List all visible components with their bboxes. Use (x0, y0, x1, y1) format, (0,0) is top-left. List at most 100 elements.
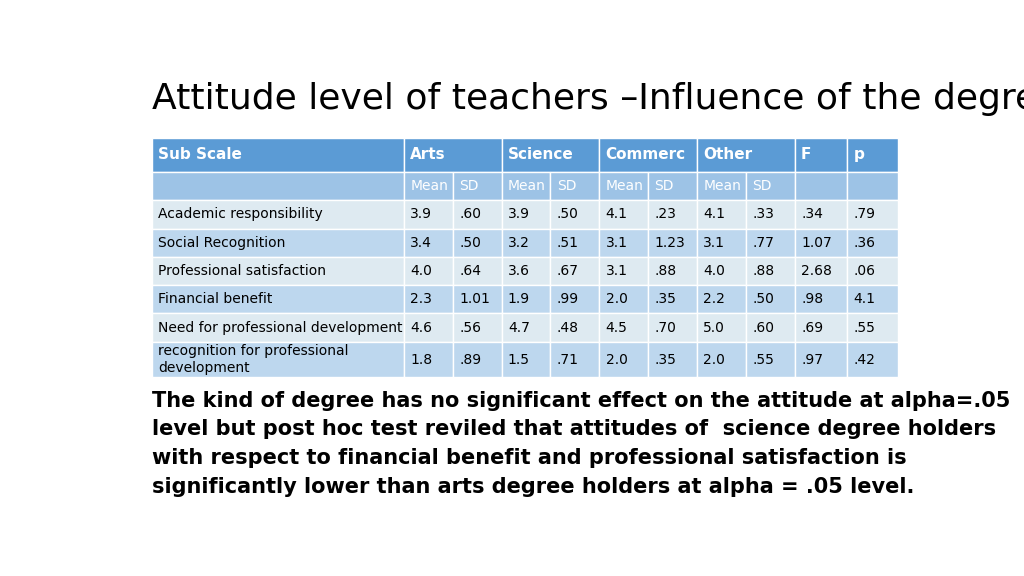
FancyBboxPatch shape (745, 285, 795, 313)
FancyBboxPatch shape (848, 200, 898, 229)
Text: .98: .98 (801, 292, 823, 306)
Text: .42: .42 (854, 353, 876, 366)
Text: 5.0: 5.0 (703, 320, 725, 335)
FancyBboxPatch shape (745, 257, 795, 285)
Text: 3.2: 3.2 (508, 236, 529, 250)
Text: Other: Other (703, 147, 753, 162)
FancyBboxPatch shape (599, 200, 648, 229)
Text: .71: .71 (557, 353, 579, 366)
FancyBboxPatch shape (648, 172, 697, 200)
FancyBboxPatch shape (648, 257, 697, 285)
FancyBboxPatch shape (502, 200, 550, 229)
FancyBboxPatch shape (745, 342, 795, 377)
Text: Professional satisfaction: Professional satisfaction (158, 264, 327, 278)
Text: 4.0: 4.0 (411, 264, 432, 278)
FancyBboxPatch shape (152, 342, 403, 377)
FancyBboxPatch shape (502, 342, 550, 377)
FancyBboxPatch shape (795, 342, 848, 377)
FancyBboxPatch shape (648, 342, 697, 377)
FancyBboxPatch shape (795, 138, 848, 172)
FancyBboxPatch shape (648, 285, 697, 313)
Text: 2.0: 2.0 (605, 353, 628, 366)
Text: 4.6: 4.6 (411, 320, 432, 335)
FancyBboxPatch shape (453, 229, 502, 257)
Text: SD: SD (459, 179, 478, 193)
FancyBboxPatch shape (745, 200, 795, 229)
Text: 3.4: 3.4 (411, 236, 432, 250)
FancyBboxPatch shape (403, 342, 453, 377)
Text: .77: .77 (753, 236, 774, 250)
Text: 1.01: 1.01 (459, 292, 489, 306)
Text: .79: .79 (854, 207, 876, 222)
FancyBboxPatch shape (648, 229, 697, 257)
Text: .88: .88 (654, 264, 677, 278)
FancyBboxPatch shape (550, 172, 599, 200)
Text: .70: .70 (654, 320, 676, 335)
Text: Social Recognition: Social Recognition (158, 236, 286, 250)
FancyBboxPatch shape (697, 257, 745, 285)
FancyBboxPatch shape (599, 313, 648, 342)
Text: .69: .69 (801, 320, 823, 335)
FancyBboxPatch shape (599, 285, 648, 313)
Text: 4.1: 4.1 (605, 207, 628, 222)
FancyBboxPatch shape (403, 229, 453, 257)
FancyBboxPatch shape (403, 313, 453, 342)
Text: .34: .34 (801, 207, 823, 222)
FancyBboxPatch shape (745, 172, 795, 200)
FancyBboxPatch shape (403, 257, 453, 285)
Text: Academic responsibility: Academic responsibility (158, 207, 323, 222)
Text: .06: .06 (854, 264, 876, 278)
Text: Need for professional development: Need for professional development (158, 320, 402, 335)
Text: .60: .60 (459, 207, 481, 222)
FancyBboxPatch shape (550, 257, 599, 285)
Text: 2.68: 2.68 (801, 264, 831, 278)
FancyBboxPatch shape (403, 285, 453, 313)
FancyBboxPatch shape (599, 257, 648, 285)
FancyBboxPatch shape (795, 200, 848, 229)
Text: Science: Science (508, 147, 573, 162)
Text: .33: .33 (753, 207, 774, 222)
FancyBboxPatch shape (550, 229, 599, 257)
Text: .99: .99 (557, 292, 579, 306)
FancyBboxPatch shape (848, 172, 898, 200)
FancyBboxPatch shape (697, 172, 745, 200)
Text: 3.9: 3.9 (411, 207, 432, 222)
Text: 1.5: 1.5 (508, 353, 529, 366)
FancyBboxPatch shape (403, 200, 453, 229)
FancyBboxPatch shape (848, 342, 898, 377)
Text: .50: .50 (753, 292, 774, 306)
FancyBboxPatch shape (697, 342, 745, 377)
FancyBboxPatch shape (403, 138, 502, 172)
Text: .50: .50 (459, 236, 481, 250)
Text: .23: .23 (654, 207, 676, 222)
Text: 4.0: 4.0 (703, 264, 725, 278)
FancyBboxPatch shape (848, 229, 898, 257)
Text: SD: SD (557, 179, 577, 193)
Text: .55: .55 (854, 320, 876, 335)
FancyBboxPatch shape (599, 172, 648, 200)
FancyBboxPatch shape (453, 313, 502, 342)
FancyBboxPatch shape (697, 200, 745, 229)
Text: 4.7: 4.7 (508, 320, 529, 335)
Text: .89: .89 (459, 353, 481, 366)
Text: 3.1: 3.1 (605, 264, 628, 278)
FancyBboxPatch shape (453, 200, 502, 229)
FancyBboxPatch shape (152, 172, 403, 200)
FancyBboxPatch shape (599, 229, 648, 257)
Text: p: p (854, 147, 864, 162)
Text: .50: .50 (557, 207, 579, 222)
FancyBboxPatch shape (848, 313, 898, 342)
Text: .60: .60 (753, 320, 774, 335)
FancyBboxPatch shape (795, 172, 848, 200)
Text: .35: .35 (654, 353, 676, 366)
FancyBboxPatch shape (453, 342, 502, 377)
FancyBboxPatch shape (550, 200, 599, 229)
FancyBboxPatch shape (697, 285, 745, 313)
Text: Mean: Mean (703, 179, 741, 193)
Text: 4.1: 4.1 (854, 292, 876, 306)
Text: .56: .56 (459, 320, 481, 335)
FancyBboxPatch shape (697, 313, 745, 342)
Text: recognition for professional
development: recognition for professional development (158, 344, 348, 374)
Text: .97: .97 (801, 353, 823, 366)
FancyBboxPatch shape (599, 138, 697, 172)
